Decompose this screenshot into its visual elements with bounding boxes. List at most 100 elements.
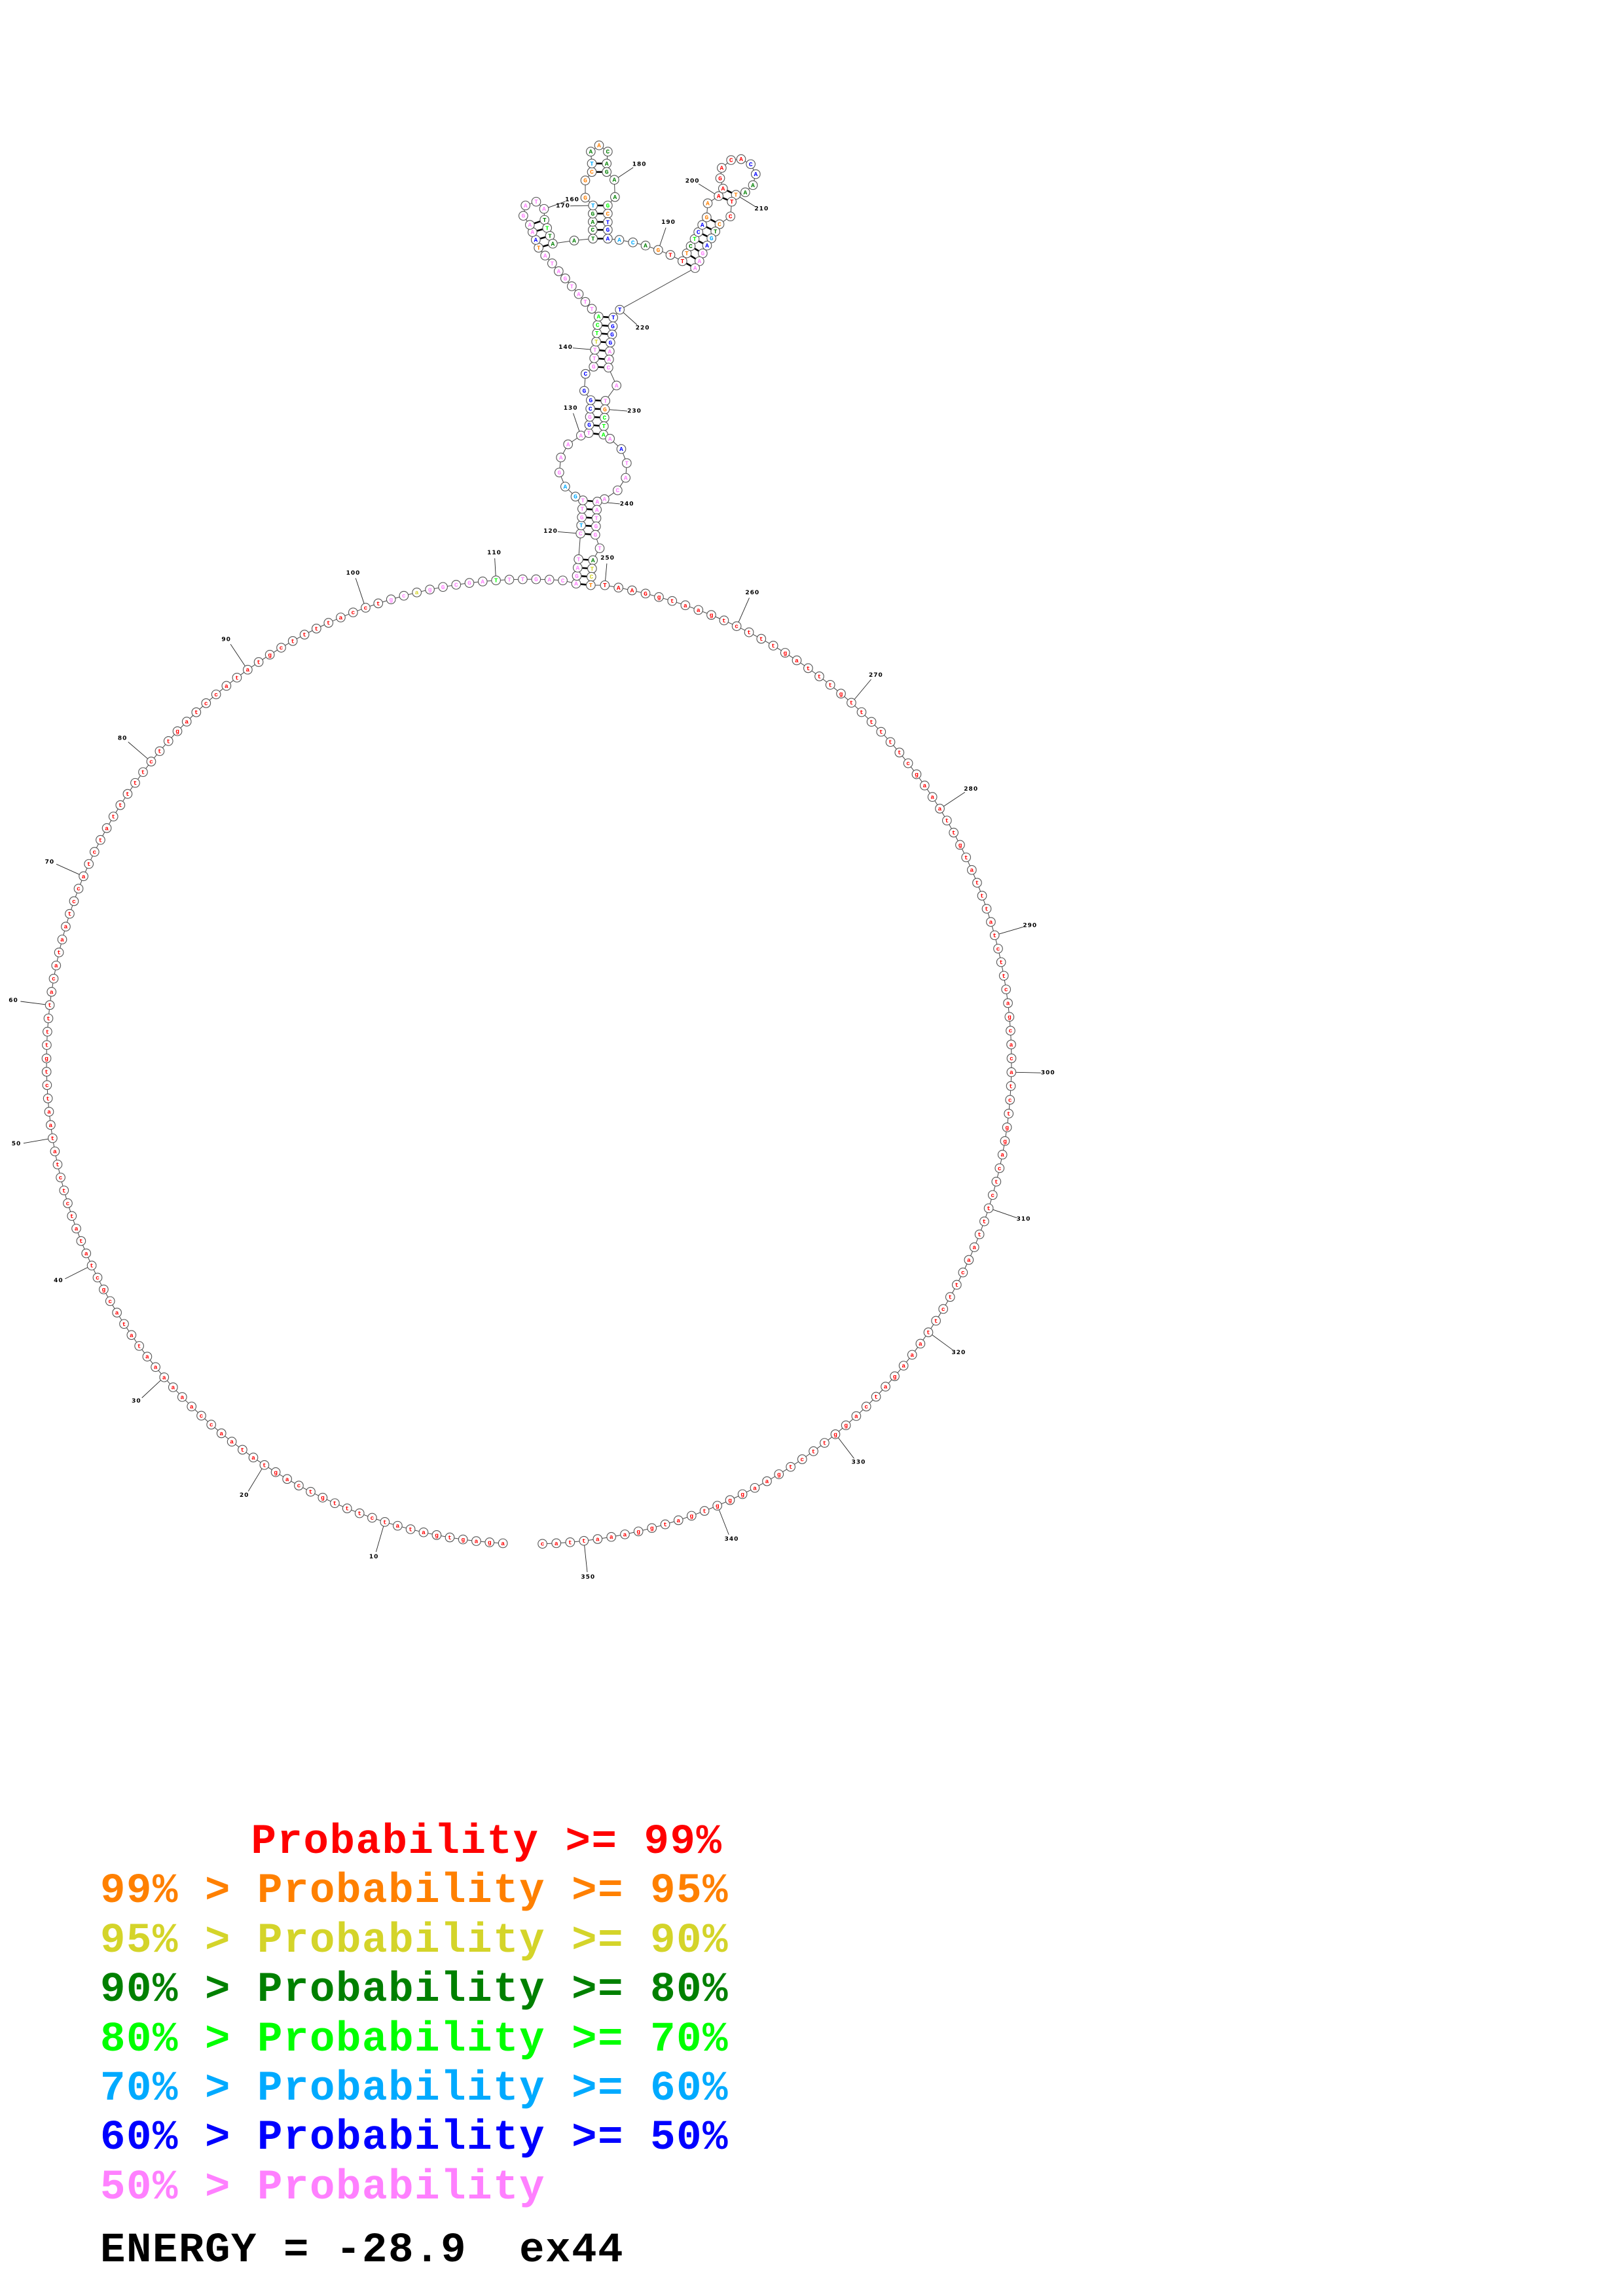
nucleotide: t [380,1516,390,1527]
nucleotide-letter: T [537,244,541,251]
nucleotide-letter: G [563,275,567,282]
legend-line-90: 95% > Probability >= 90% [100,1917,729,1965]
nucleotide-circle [786,1462,796,1472]
nucleotide-letter: t [983,1218,987,1225]
nucleotide: t [945,1292,955,1302]
nucleotide-circle [51,960,62,971]
nucleotide: t [856,707,867,717]
nucleotide-letter: t [111,814,115,821]
position-label-leader [20,1001,46,1005]
nucleotide-circle [699,1506,710,1516]
nucleotide: t [54,947,64,958]
nucleotide-letter: C [590,169,594,176]
nucleotide-circle [994,1163,1005,1174]
nucleotide-circle [736,154,746,164]
nucleotide-circle [588,200,598,211]
nucleotide-circle [484,1537,495,1547]
nucleotide: a [44,1107,54,1117]
position-label: 120 [543,528,558,535]
nucleotide-letter: t [771,642,775,649]
nucleotide: T [518,574,528,584]
nucleotide-letter: C [729,157,733,164]
nucleotide: a [46,1120,56,1130]
nucleotide: c [1006,1053,1017,1064]
nucleotide-circle [65,908,75,919]
nucleotide-circle [998,971,1009,981]
nucleotide: t [330,1498,340,1509]
nucleotide-circle [373,598,384,609]
nucleotide-circle [299,630,310,639]
nucleotide-letter: T [602,423,606,430]
nucleotide-circle [919,780,930,791]
nucleotide-letter: g [844,1422,848,1429]
nucleotide: t [847,698,856,708]
nucleotide: t [565,1537,575,1547]
nucleotide-circle [563,439,574,450]
nucleotide-letter: a [1010,1069,1013,1076]
nucleotide: A [539,204,549,214]
nucleotide-letter: a [1000,1151,1004,1158]
nucleotide-circle [67,1211,77,1221]
nucleotide: a [227,1437,237,1447]
nucleotides: agagtgatatctttgtcagtataaccaaaaaatatacgct… [41,140,1017,1549]
nucleotide: t [108,812,119,821]
nucleotide-letter: A [530,229,534,236]
nucleotide-letter: A [613,194,617,201]
nucleotide: g [318,1492,328,1503]
nucleotide: A [627,585,637,596]
nucleotide-letter: T [593,355,596,362]
nucleotide-letter: T [494,577,498,584]
position-label: 200 [685,178,700,185]
nucleotide-circle [306,1486,316,1497]
nucleotide-circle [792,655,802,666]
nucleotide-circle [590,529,600,540]
nucleotide-circle [294,1480,304,1491]
nucleotide-circle [774,1469,784,1479]
nucleotide: a [1003,998,1013,1008]
nucleotide: A [520,200,531,211]
nucleotide-circle [361,603,371,613]
nucleotide-letter: t [898,749,902,757]
nucleotide-circle [393,1520,403,1531]
nucleotide-circle [201,698,211,708]
nucleotide-circle [76,1236,86,1246]
nucleotide-letter: t [79,1238,83,1245]
nucleotide-letter: A [605,160,609,168]
nucleotide-letter: G [610,331,614,338]
nucleotide-letter: T [583,298,587,306]
nucleotide-circle [945,1292,955,1302]
nucleotide: t [259,1460,270,1470]
nucleotide-letter: t [119,802,122,809]
nucleotide-letter: A [617,237,621,244]
position-label: 310 [1017,1216,1031,1223]
nucleotide-letter: G [644,590,647,598]
nucleotide: T [600,396,611,406]
nucleotide-circle [232,672,242,683]
nucleotide-circle [43,1026,52,1037]
nucleotide-letter: A [705,242,709,249]
nucleotide-letter: a [115,1310,119,1317]
nucleotide-circle [558,575,568,586]
nucleotide-circle [979,1216,989,1227]
nucleotide: a [187,1401,197,1412]
nucleotide-circle [105,1296,115,1306]
nucleotide: G [560,274,570,283]
nucleotide: a [498,1538,508,1549]
nucleotide-circle [146,757,156,766]
nucleotide-letter: t [874,1393,878,1401]
nucleotide: G [608,321,618,331]
nucleotide: c [861,1401,871,1412]
nucleotide: a [181,717,192,726]
nucleotide-letter: g [274,1469,278,1476]
nucleotide-circle [693,605,704,615]
nucleotide-letter: A [591,557,595,564]
nucleotide-letter: t [241,1446,245,1454]
nucleotide-circle [518,574,528,584]
nucleotide-letter: G [611,323,615,331]
nucleotide: T [580,296,591,307]
nucleotide: T [585,580,596,590]
nucleotide: A [702,198,713,208]
nucleotide: C [558,575,568,586]
nucleotide: a [418,1527,429,1537]
nucleotide: T [600,580,610,590]
